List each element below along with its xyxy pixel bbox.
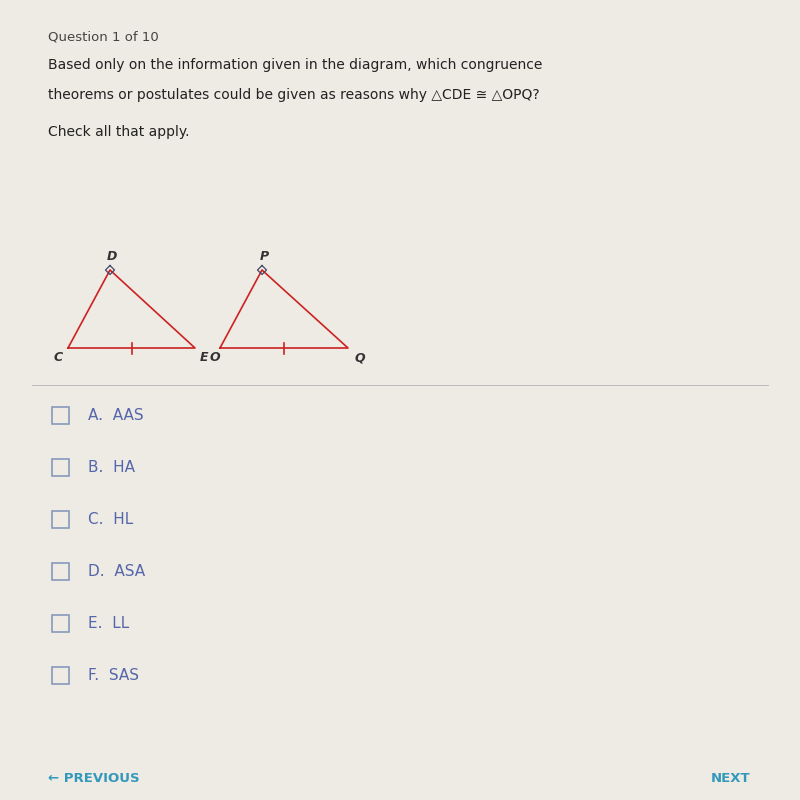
- Text: E: E: [200, 351, 209, 364]
- Text: Question 1 of 10: Question 1 of 10: [48, 30, 158, 43]
- Bar: [52, 458, 69, 475]
- Text: A.  AAS: A. AAS: [88, 407, 144, 422]
- Text: Based only on the information given in the diagram, which congruence: Based only on the information given in t…: [48, 58, 542, 72]
- Bar: [52, 614, 69, 631]
- Text: P: P: [259, 250, 269, 263]
- Text: Check all that apply.: Check all that apply.: [48, 125, 190, 139]
- Text: ← PREVIOUS: ← PREVIOUS: [48, 771, 140, 785]
- Text: Q: Q: [355, 351, 366, 364]
- Text: D.  ASA: D. ASA: [88, 563, 145, 578]
- Text: F.  SAS: F. SAS: [88, 667, 139, 682]
- Text: theorems or postulates could be given as reasons why △CDE ≅ △OPQ?: theorems or postulates could be given as…: [48, 88, 540, 102]
- Text: E.  LL: E. LL: [88, 615, 130, 630]
- Text: D: D: [107, 250, 117, 263]
- Text: C.  HL: C. HL: [88, 511, 134, 526]
- Bar: [52, 562, 69, 579]
- Text: O: O: [210, 351, 220, 364]
- Bar: [52, 406, 69, 423]
- Text: NEXT: NEXT: [710, 771, 750, 785]
- Bar: [52, 510, 69, 527]
- Text: B.  HA: B. HA: [88, 459, 135, 474]
- Bar: [52, 666, 69, 683]
- Text: C: C: [54, 351, 62, 364]
